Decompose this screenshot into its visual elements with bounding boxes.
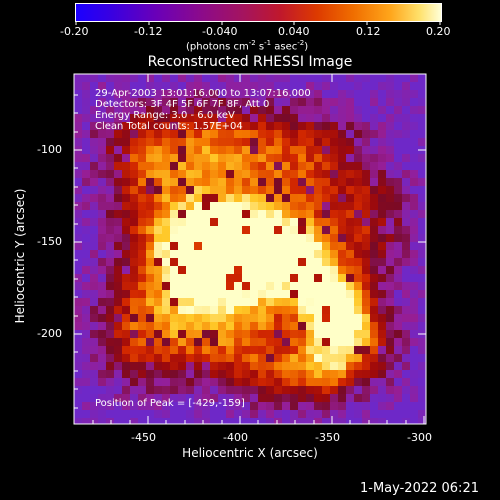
x-axis-label: Heliocentric X (arcsec) xyxy=(182,446,318,460)
colorbar-tick-label: -0.20 xyxy=(60,25,89,38)
x-tick-label: -300 xyxy=(407,431,432,444)
y-axis-label: Heliocentric Y (arcsec) xyxy=(13,188,27,324)
x-tick-label: -400 xyxy=(223,431,248,444)
y-tick-label: -200 xyxy=(37,327,62,340)
colorbar-tick-label: 0.040 xyxy=(278,25,310,38)
clean-counts-info: Clean Total counts: 1.57E+04 xyxy=(95,121,243,132)
peak-position-info: Position of Peak = [-429,-159] xyxy=(95,398,245,409)
y-tick-label: -150 xyxy=(37,235,62,248)
colorbar-tick-label: 0.20 xyxy=(426,25,451,38)
detectors-info: Detectors: 3F 4F 5F 6F 7F 8F, Att 0 xyxy=(95,99,270,110)
colorbar-units: (photons cm-2 s-1 asec-2) xyxy=(186,39,309,53)
colorbar-tick-label: -0.040 xyxy=(202,25,238,38)
footer-timestamp: 1-May-2022 06:21 xyxy=(360,481,479,496)
plot-title: Reconstructed RHESSI Image xyxy=(147,54,353,70)
observation-time: 29-Apr-2003 13:01:16.000 to 13:07:16.000 xyxy=(95,88,311,99)
colorbar-ticks xyxy=(75,21,441,25)
colorbar-tick-label: -0.12 xyxy=(134,25,163,38)
y-tick-label: -100 xyxy=(37,143,62,156)
rhessi-image xyxy=(74,74,426,424)
colorbar xyxy=(75,3,442,22)
energy-range-info: Energy Range: 3.0 - 6.0 keV xyxy=(95,110,235,121)
colorbar-tick-label: 0.12 xyxy=(356,25,381,38)
x-tick-label: -450 xyxy=(131,431,156,444)
x-tick-label: -350 xyxy=(315,431,340,444)
